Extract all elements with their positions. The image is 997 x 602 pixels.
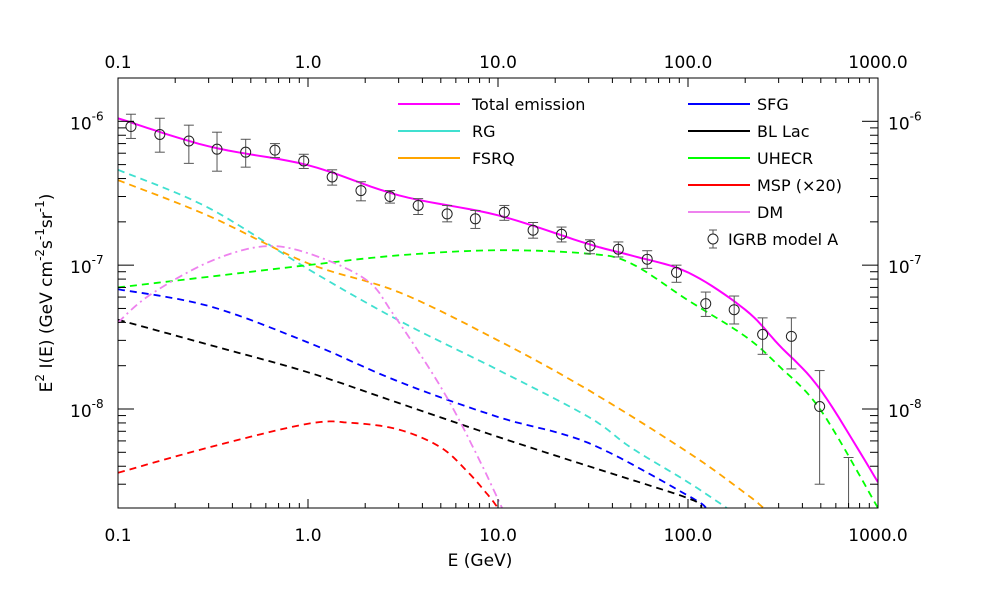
data-marker bbox=[211, 143, 223, 155]
data-marker bbox=[785, 330, 797, 342]
data-marker bbox=[441, 208, 453, 220]
series-line-msp-20 bbox=[118, 420, 499, 508]
series-line-uhecr bbox=[118, 249, 878, 508]
data-marker bbox=[154, 128, 166, 140]
data-point bbox=[785, 317, 797, 370]
data-marker bbox=[326, 171, 338, 183]
series-line-total-emission bbox=[118, 117, 878, 483]
data-marker bbox=[240, 146, 252, 158]
x-axis-label: E (GeV) bbox=[448, 551, 513, 571]
x-tick-label-top: 10.0 bbox=[479, 53, 517, 73]
data-marker bbox=[183, 135, 195, 147]
y-tick-label-left: 10-7 bbox=[70, 253, 104, 278]
y-tick-label-left: 10-8 bbox=[70, 397, 104, 422]
y-tick-label-right: 10-8 bbox=[888, 397, 922, 422]
x-tick-label-bottom: 1000.0 bbox=[848, 526, 907, 546]
data-marker bbox=[269, 144, 281, 156]
x-tick-label-top: 1000.0 bbox=[848, 53, 907, 73]
legend-label-msp-20: MSP (×20) bbox=[757, 176, 842, 195]
x-tick-label-bottom: 10.0 bbox=[479, 526, 517, 546]
axis-ticks: 0.1 0.1 1.0 1.0 10.0 10.0 100.0 100.0 1000.0 1000… bbox=[70, 53, 922, 546]
data-point bbox=[183, 124, 195, 164]
data-point bbox=[641, 250, 653, 269]
data-marker bbox=[844, 548, 854, 558]
x-tick-label-top: 0.1 bbox=[104, 53, 131, 73]
series-line-fsrq bbox=[118, 179, 765, 508]
data-marker bbox=[814, 401, 826, 413]
y-tick-label-right: 10-6 bbox=[888, 109, 922, 134]
data-marker bbox=[700, 298, 712, 310]
series-line-dm bbox=[118, 245, 504, 508]
legend-label-uhecr: UHECR bbox=[757, 149, 813, 168]
data-point bbox=[814, 370, 826, 485]
data-point bbox=[125, 113, 137, 139]
y-axis-label: E2 I(E) (GeV cm-2s-1sr-1) bbox=[33, 194, 57, 393]
data-point bbox=[269, 143, 281, 159]
data-marker bbox=[412, 199, 424, 211]
data-point bbox=[326, 169, 338, 186]
data-point bbox=[211, 131, 223, 172]
legend-label-igrb-model-a: IGRB model A bbox=[728, 230, 838, 249]
data-point bbox=[728, 295, 740, 325]
data-marker bbox=[584, 240, 596, 252]
data-point bbox=[154, 117, 166, 153]
legend-label-bl-lac: BL Lac bbox=[757, 122, 810, 141]
curves-layer bbox=[118, 117, 878, 508]
x-tick-label-bottom: 1.0 bbox=[294, 526, 321, 546]
x-tick-label-top: 1.0 bbox=[294, 53, 321, 73]
data-marker bbox=[469, 213, 481, 225]
data-point bbox=[757, 317, 769, 355]
data-marker bbox=[641, 253, 653, 265]
data-marker bbox=[556, 228, 568, 240]
data-point bbox=[441, 204, 453, 223]
data-point bbox=[355, 181, 367, 202]
data-marker bbox=[355, 185, 367, 197]
data-point bbox=[612, 241, 624, 258]
legend-label-rg: RG bbox=[472, 122, 496, 141]
data-point bbox=[671, 264, 683, 283]
legend-label-dm: DM bbox=[757, 203, 783, 222]
data-points-layer bbox=[125, 113, 854, 558]
series-line-rg bbox=[118, 168, 728, 508]
data-point bbox=[469, 209, 481, 229]
x-tick-label-top: 100.0 bbox=[664, 53, 713, 73]
data-point bbox=[527, 221, 539, 239]
data-marker bbox=[757, 328, 769, 340]
x-tick-label-bottom: 0.1 bbox=[104, 526, 131, 546]
data-marker bbox=[298, 155, 310, 167]
legend-label-sfg: SFG bbox=[757, 95, 789, 114]
data-marker bbox=[498, 206, 510, 218]
legend: Total emission RG FSRQ SFG BL Lac UHECR MSP (×… bbox=[398, 95, 842, 249]
data-marker bbox=[527, 224, 539, 236]
legend-label-total-emission: Total emission bbox=[471, 95, 585, 114]
data-marker bbox=[728, 304, 740, 316]
legend-swatch-marker bbox=[707, 233, 719, 245]
data-point bbox=[700, 291, 712, 317]
data-marker bbox=[384, 191, 396, 203]
y-tick-label-right: 10-7 bbox=[888, 253, 922, 278]
legend-label-fsrq: FSRQ bbox=[472, 149, 515, 168]
x-tick-label-bottom: 100.0 bbox=[664, 526, 713, 546]
series-line-sfg bbox=[118, 288, 707, 508]
data-marker bbox=[671, 266, 683, 278]
data-point bbox=[498, 204, 510, 221]
y-tick-label-left: 10-6 bbox=[70, 109, 104, 134]
data-point bbox=[584, 239, 596, 255]
data-point bbox=[298, 153, 310, 169]
data-point bbox=[240, 138, 252, 168]
plot-frame bbox=[117, 77, 879, 509]
data-point bbox=[556, 226, 568, 243]
data-marker bbox=[612, 243, 624, 255]
data-point bbox=[412, 198, 424, 215]
data-point bbox=[384, 190, 396, 204]
series-line-bl-lac bbox=[118, 318, 703, 508]
